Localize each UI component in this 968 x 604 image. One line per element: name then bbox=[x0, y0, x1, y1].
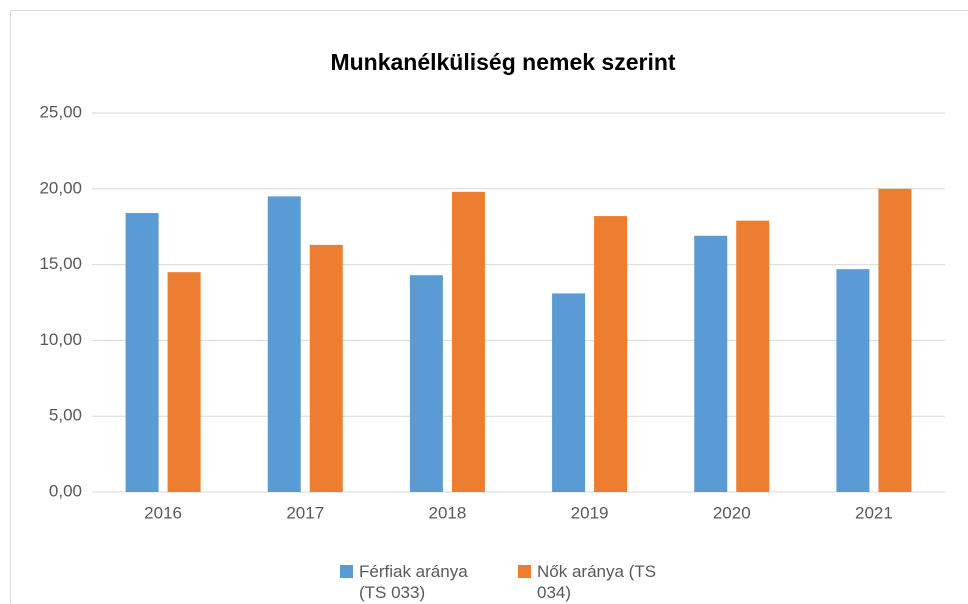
legend-swatch bbox=[340, 565, 353, 578]
x-tick-label: 2016 bbox=[144, 503, 182, 522]
bar bbox=[267, 196, 301, 492]
bar bbox=[409, 275, 443, 492]
bar bbox=[125, 213, 159, 492]
legend-swatch bbox=[518, 565, 531, 578]
x-tick-label: 2018 bbox=[429, 503, 467, 522]
legend-item: Férfiak aránya (TS 033) bbox=[340, 561, 518, 603]
bar bbox=[736, 220, 770, 493]
bar bbox=[836, 269, 870, 492]
y-tick-label: 10,00 bbox=[39, 330, 82, 349]
y-tick-label: 25,00 bbox=[39, 102, 82, 121]
bar bbox=[878, 188, 912, 493]
legend-label: Férfiak aránya (TS 033) bbox=[359, 562, 468, 602]
x-tick-label: 2020 bbox=[713, 503, 751, 522]
chart-border bbox=[10, 10, 968, 604]
bar bbox=[552, 293, 586, 492]
bar bbox=[309, 244, 343, 492]
legend-label: Nők aránya (TS 034) bbox=[537, 562, 657, 602]
legend-item: Nők aránya (TS 034) bbox=[518, 561, 696, 603]
chart-title: Munkanélküliség nemek szerint bbox=[330, 49, 675, 75]
bar bbox=[694, 235, 728, 492]
x-tick-label: 2021 bbox=[855, 503, 893, 522]
y-tick-label: 15,00 bbox=[39, 254, 82, 273]
bar bbox=[167, 272, 201, 492]
bar bbox=[594, 216, 628, 492]
y-tick-label: 5,00 bbox=[49, 406, 82, 425]
bar bbox=[451, 191, 485, 492]
y-tick-label: 0,00 bbox=[49, 481, 82, 500]
legend: Férfiak aránya (TS 033) Nők aránya (TS 03… bbox=[340, 561, 696, 603]
x-tick-label: 2019 bbox=[571, 503, 609, 522]
y-tick-label: 20,00 bbox=[39, 178, 82, 197]
x-tick-label: 2017 bbox=[286, 503, 324, 522]
